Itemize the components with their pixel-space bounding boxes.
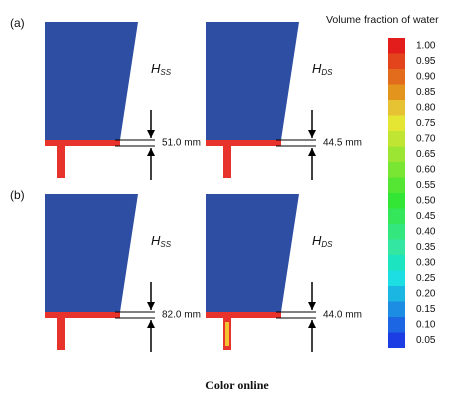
colorbar-tick-label: 0.75 (416, 118, 436, 129)
height-label: HSS (151, 61, 172, 77)
arrow-head (308, 130, 316, 138)
colorbar-cell (388, 84, 405, 100)
colorbar-tick-label: 0.10 (416, 319, 436, 330)
water-film (45, 312, 120, 318)
colorbar-cell (388, 224, 405, 240)
subscript: DS (321, 240, 333, 249)
water-film (45, 140, 120, 146)
colorbar-tick-label: 0.15 (416, 304, 436, 315)
colorbar-tick-label: 0.50 (416, 195, 436, 206)
colorbar-tick-label: 0.90 (416, 71, 436, 82)
colorbar-cell (388, 100, 405, 116)
colorbar-cell (388, 239, 405, 255)
colorbar-title: Volume fraction of water (326, 14, 439, 26)
colorbar-cell (388, 115, 405, 131)
arrow-head (147, 302, 155, 310)
pipe (57, 144, 65, 178)
water-film (206, 312, 281, 318)
dimension-label: 44.5 mm (323, 138, 362, 149)
symbol: H (312, 61, 322, 76)
panel-label: (a) (10, 16, 25, 30)
colorbar-tick-label: 0.40 (416, 226, 436, 237)
arrow-head (308, 320, 316, 328)
symbol: H (312, 233, 322, 248)
colorbar-cell (388, 38, 405, 54)
colorbar-tick-label: 0.25 (416, 273, 436, 284)
colorbar-tick-label: 0.60 (416, 164, 436, 175)
colorbar-cell (388, 69, 405, 85)
arrow-head (147, 320, 155, 328)
colorbar-cell (388, 255, 405, 271)
water-domain (45, 194, 138, 312)
pipe-core (225, 322, 229, 346)
panel-label: (b) (10, 188, 25, 202)
symbol: H (151, 233, 161, 248)
subscript: SS (160, 240, 171, 249)
water-domain (206, 194, 299, 312)
colorbar-tick-label: 0.95 (416, 56, 436, 67)
colorbar-cell (388, 53, 405, 69)
colorbar-tick-label: 0.70 (416, 133, 436, 144)
water-film (206, 140, 281, 146)
water-domain (206, 22, 299, 140)
colorbar-tick-label: 0.30 (416, 257, 436, 268)
arrow-head (147, 130, 155, 138)
subscript: DS (321, 68, 333, 77)
dimension-label: 51.0 mm (162, 138, 201, 149)
height-label: HDS (312, 233, 333, 249)
colorbar-tick-label: 0.85 (416, 87, 436, 98)
colorbar-tick-label: 0.65 (416, 149, 436, 160)
colorbar-cell (388, 301, 405, 317)
arrow-head (308, 148, 316, 156)
dimension-label: 44.0 mm (323, 310, 362, 321)
colorbar-cell (388, 332, 405, 348)
caption: Color online (205, 378, 269, 392)
colorbar-cell (388, 162, 405, 178)
colorbar-cell (388, 177, 405, 193)
colorbar-cell (388, 270, 405, 286)
colorbar-tick-label: 0.45 (416, 211, 436, 222)
subscript: SS (160, 68, 171, 77)
colorbar-tick-label: 0.55 (416, 180, 436, 191)
colorbar-tick-label: 1.00 (416, 40, 436, 51)
height-label: HDS (312, 61, 333, 77)
arrow-head (308, 302, 316, 310)
colorbar-cell (388, 193, 405, 209)
colorbar-cell (388, 208, 405, 224)
pipe (57, 316, 65, 350)
water-domain (45, 22, 138, 140)
pipe (223, 144, 231, 178)
colorbar-tick-label: 0.20 (416, 288, 436, 299)
colorbar-tick-label: 0.05 (416, 335, 436, 346)
colorbar-cell (388, 317, 405, 333)
dimension-label: 82.0 mm (162, 310, 201, 321)
colorbar-cell (388, 131, 405, 147)
height-label: HSS (151, 233, 172, 249)
colorbar-cell (388, 286, 405, 302)
colorbar-cell (388, 146, 405, 162)
colorbar-tick-label: 0.80 (416, 102, 436, 113)
arrow-head (147, 148, 155, 156)
colorbar-tick-label: 0.35 (416, 242, 436, 253)
symbol: H (151, 61, 161, 76)
